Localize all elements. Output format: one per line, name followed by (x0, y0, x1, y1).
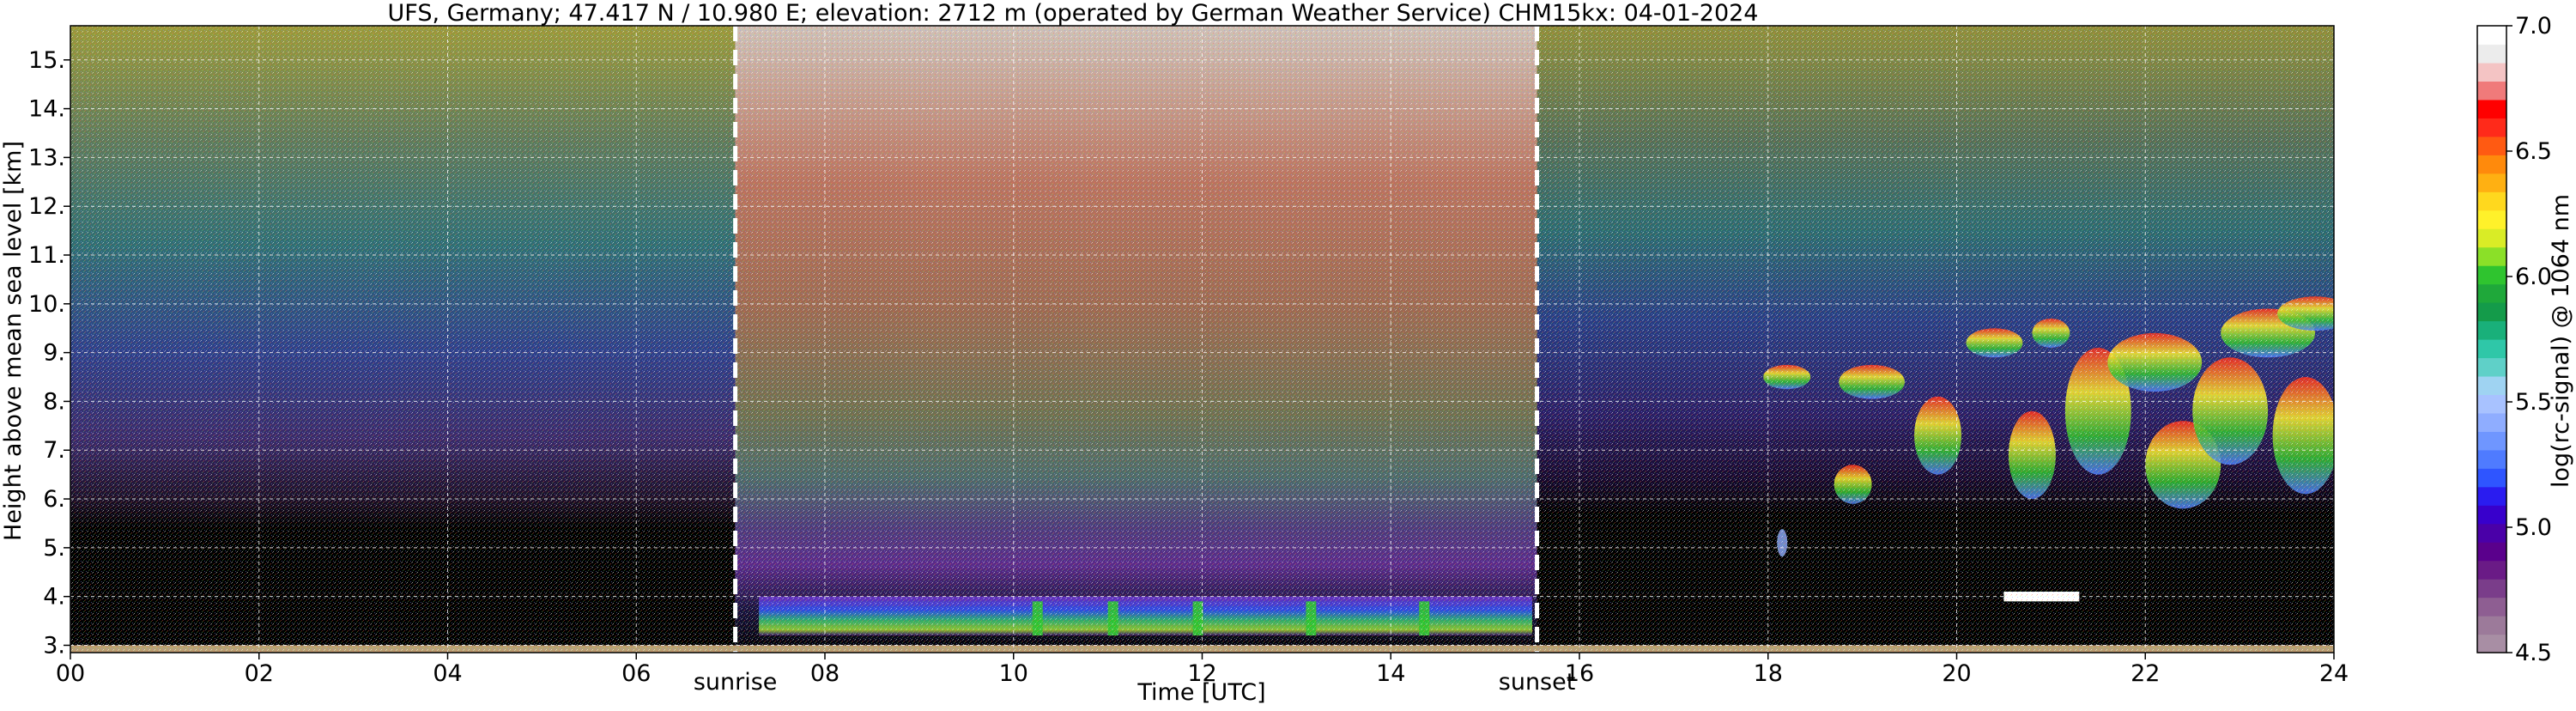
colorbar-swatch (2477, 62, 2506, 82)
colorbar-swatch (2477, 634, 2506, 653)
y-tick-label: 11. (28, 242, 65, 269)
x-tick-label: 18 (1754, 660, 1783, 687)
x-tick-label: 24 (2319, 660, 2349, 687)
y-tick-label: 5. (43, 535, 65, 562)
colorbar-tick-label: 5.5 (2515, 389, 2552, 416)
colorbar-swatch (2477, 228, 2506, 248)
colorbar-swatch (2477, 523, 2506, 543)
colorbar-swatch (2477, 560, 2506, 580)
sun-markers: sunrise sunset (694, 26, 1576, 696)
y-tick-label: 8. (43, 388, 65, 415)
sunset-label: sunset (1499, 669, 1576, 696)
colorbar-swatch (2477, 26, 2506, 46)
colorbar-swatch (2477, 191, 2506, 211)
colorbar-tick-label: 6.5 (2515, 138, 2552, 165)
colorbar-tick-label: 4.5 (2515, 640, 2552, 666)
y-tick-label: 14. (28, 96, 65, 123)
y-tick-label: 7. (43, 437, 65, 464)
colorbar-swatch (2477, 394, 2506, 414)
colorbar-tick-label: 7.0 (2515, 13, 2552, 40)
colorbar-swatch (2477, 246, 2506, 266)
x-tick-label: 08 (810, 660, 839, 687)
x-tick-label: 16 (1565, 660, 1594, 687)
colorbar-frame (2476, 25, 2507, 653)
y-axis-ticks: 3. 4. 5. 6. 7. 8. 9. 10. 11. 12. 13. 14. 15. (28, 47, 70, 659)
y-tick-label: 9. (43, 340, 65, 367)
colorbar-swatch (2477, 542, 2506, 562)
colorbar-swatch (2477, 44, 2506, 64)
x-tick-label: 14 (1376, 660, 1405, 687)
y-tick-label: 4. (43, 584, 65, 611)
sunrise-label: sunrise (694, 669, 778, 696)
colorbar-swatch (2477, 339, 2506, 359)
colorbar: 4.5 5.0 5.5 6.0 6.5 7.0 (2476, 13, 2552, 666)
colorbar-swatch (2477, 597, 2506, 617)
colorbar-swatch (2477, 81, 2506, 100)
y-tick-label: 15. (28, 47, 65, 74)
signal-noise (70, 26, 2334, 653)
x-tick-label: 20 (1942, 660, 1971, 687)
y-tick-label: 3. (43, 632, 65, 659)
colorbar-swatch (2477, 357, 2506, 377)
colorbar-swatch (2477, 375, 2506, 396)
colorbar-swatch (2477, 210, 2506, 229)
colorbar-swatch (2477, 320, 2506, 340)
colorbar-swatch (2477, 155, 2506, 174)
plot-area (70, 26, 2334, 653)
colorbar-label: log(rc-signal) @ 1064 nm (2548, 194, 2574, 488)
colorbar-swatch (2477, 431, 2506, 451)
colorbar-swatch (2477, 265, 2506, 285)
x-tick-label: 06 (621, 660, 651, 687)
x-axis-label: Time [UTC] (1136, 679, 1265, 706)
x-tick-label: 00 (56, 660, 85, 687)
y-tick-label: 6. (43, 486, 65, 513)
x-tick-label: 04 (433, 660, 462, 687)
colorbar-swatch (2477, 302, 2506, 322)
colorbar-tick-label: 5.0 (2515, 514, 2552, 541)
x-tick-label: 12 (1187, 660, 1216, 687)
colorbar-swatch (2477, 99, 2506, 118)
colorbar-swatch (2477, 505, 2506, 525)
colorbar-swatch (2477, 118, 2506, 137)
colorbar-swatch (2477, 449, 2506, 469)
y-tick-label: 12. (28, 193, 65, 220)
colorbar-swatch (2477, 136, 2506, 155)
colorbar-swatch (2477, 283, 2506, 303)
y-axis-label: Height above mean sea level [km] (0, 141, 27, 541)
colorbar-swatch (2477, 412, 2506, 432)
colorbar-swatch (2477, 173, 2506, 192)
colorbar-swatch (2477, 468, 2506, 488)
x-axis-ticks: 00 02 04 06 08 10 12 14 16 18 20 22 24 (56, 653, 2349, 687)
chart-title: UFS, Germany; 47.417 N / 10.980 E; eleva… (387, 0, 1759, 27)
colorbar-tick-label: 6.0 (2515, 264, 2552, 290)
x-tick-label: 22 (2131, 660, 2160, 687)
x-tick-label: 02 (245, 660, 274, 687)
colorbar-swatch (2477, 486, 2506, 506)
colorbar-swatch (2477, 616, 2506, 635)
y-tick-label: 13. (28, 144, 65, 171)
x-tick-label: 10 (999, 660, 1028, 687)
y-tick-label: 10. (28, 291, 65, 318)
colorbar-swatch (2477, 579, 2506, 599)
